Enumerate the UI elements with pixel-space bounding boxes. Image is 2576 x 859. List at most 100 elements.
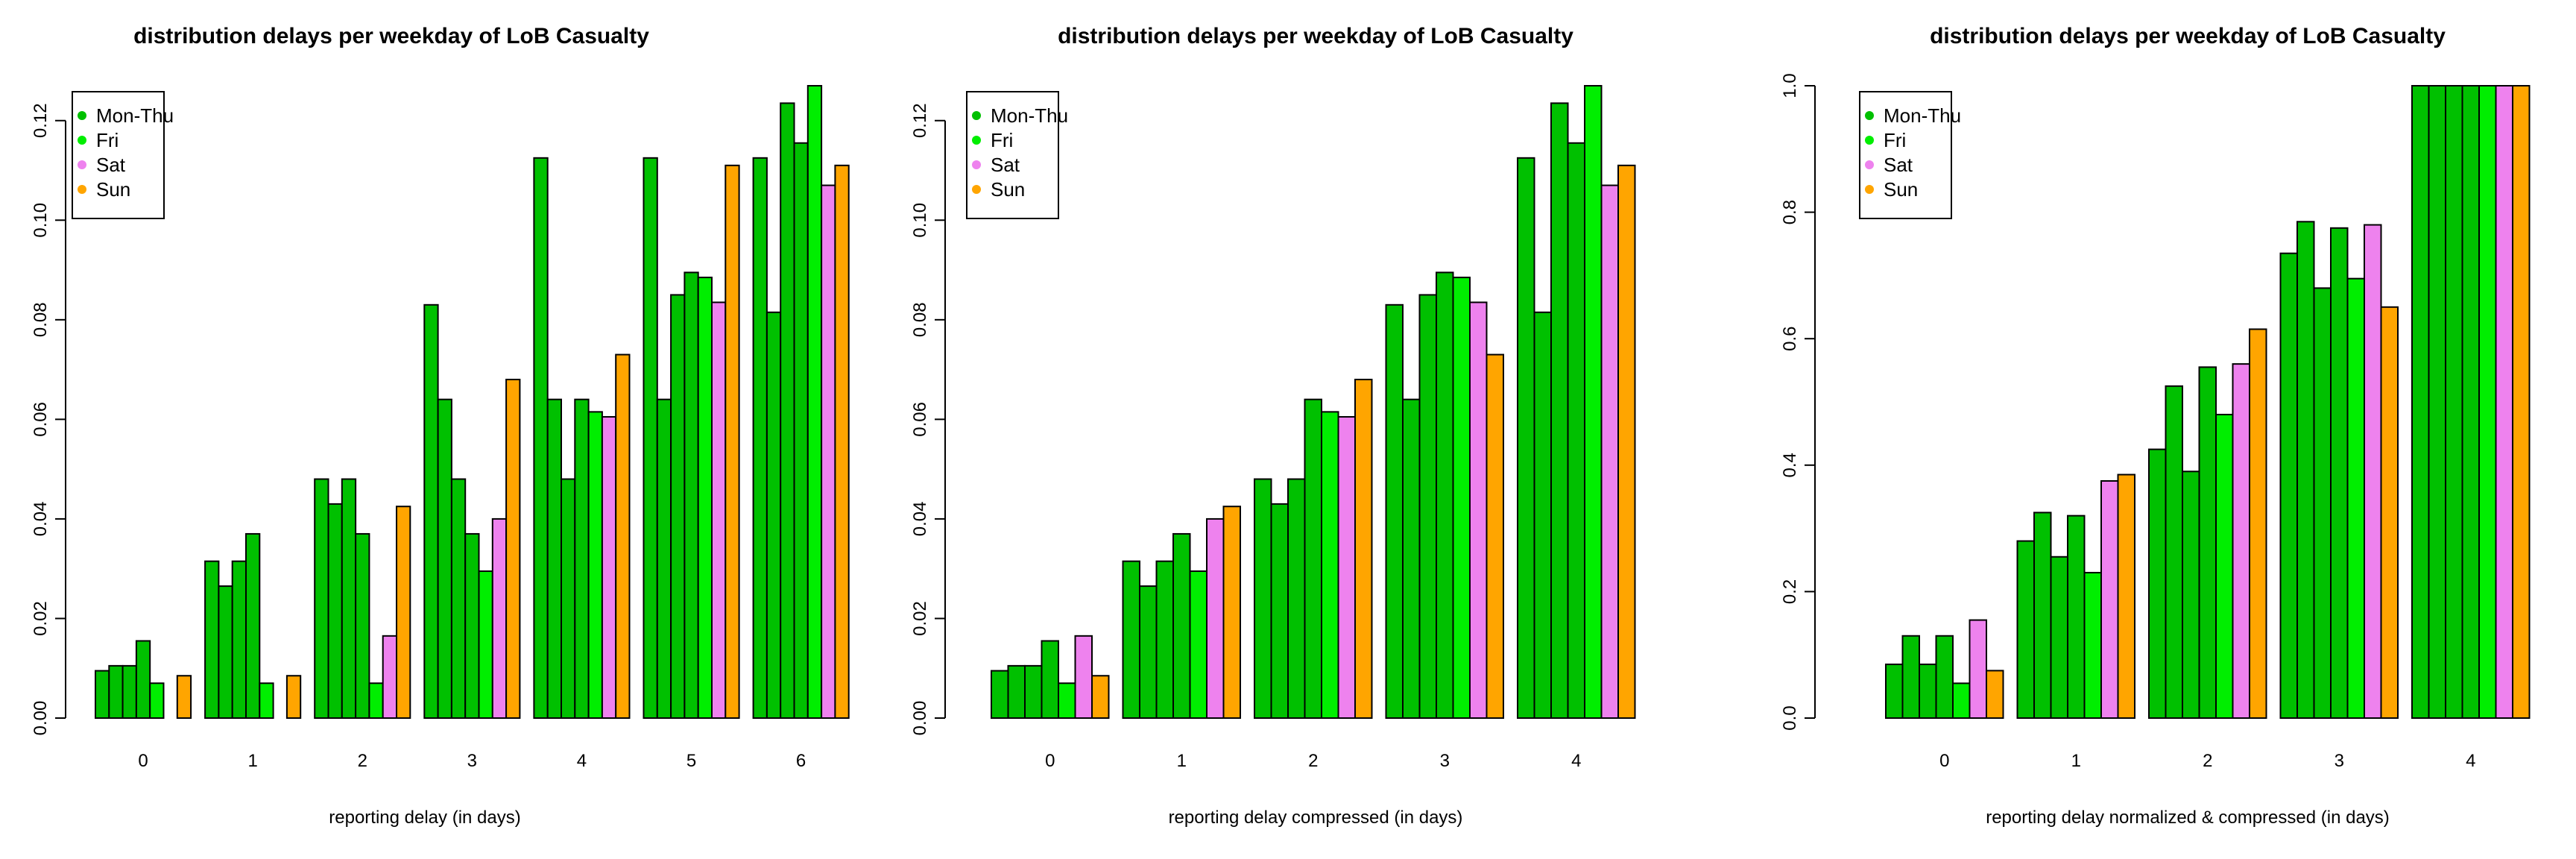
chart-panel-3: distribution delays per weekday of LoB C… xyxy=(1780,24,2531,828)
bar-thu-delay-3 xyxy=(464,532,480,719)
legend-marker-sun xyxy=(972,185,981,194)
bar-fri-delay-1 xyxy=(1189,570,1208,720)
chart-title: distribution delays per weekday of LoB C… xyxy=(133,24,649,48)
bar-tue-delay-2 xyxy=(1270,503,1289,719)
bar-tue-delay-3 xyxy=(437,398,452,719)
bar-sat-delay-0 xyxy=(1969,619,1987,719)
bar-tue-delay-5 xyxy=(656,398,672,719)
bar-wed-delay-4 xyxy=(1550,102,1569,719)
bar-tue-delay-1 xyxy=(1139,585,1158,719)
bar-sun-delay-3 xyxy=(505,378,521,719)
bar-sun-delay-6 xyxy=(834,164,850,719)
y-axis: 0.00 0.02 0.04 0.06 0.08 0.10 0.12 xyxy=(910,103,946,736)
legend-marker-sat xyxy=(78,160,86,169)
bar-thu-delay-2 xyxy=(355,532,370,719)
bar-wed-delay-0 xyxy=(1919,663,1937,719)
y-tick-label: 0.08 xyxy=(31,302,51,337)
bar-wed-delay-4 xyxy=(561,478,576,719)
x-tick-label: 2 xyxy=(1308,751,1318,771)
bar-fri-delay-2 xyxy=(2215,413,2234,720)
bar-sun-delay-2 xyxy=(396,506,411,719)
legend-label: Sun xyxy=(1884,178,1918,201)
bar-thu-delay-4 xyxy=(1567,142,1585,720)
bar-tue-delay-2 xyxy=(327,503,343,719)
legend-marker-sat xyxy=(1865,160,1874,169)
bar-mon-delay-2 xyxy=(314,478,329,719)
y-axis: 0.0 0.2 0.4 0.6 0.8 1.0 xyxy=(1780,73,1816,731)
bar-sun-delay-0 xyxy=(1986,670,2004,720)
chart-title: distribution delays per weekday of LoB C… xyxy=(1058,24,1573,48)
bar-mon-delay-3 xyxy=(423,303,439,719)
bar-mon-delay-2 xyxy=(2148,448,2167,719)
bar-sun-delay-1 xyxy=(1222,506,1241,719)
x-tick-label: 3 xyxy=(467,751,477,771)
x-tick-label: 4 xyxy=(2466,751,2475,771)
bar-tue-delay-1 xyxy=(218,585,233,719)
chart-panel-2: distribution delays per weekday of LoB C… xyxy=(910,24,1636,828)
legend-box xyxy=(72,91,165,219)
bars xyxy=(1885,85,2531,720)
x-tick-label: 0 xyxy=(1045,751,1055,771)
y-tick-label: 0.0 xyxy=(1780,705,1800,730)
bar-fri-delay-4 xyxy=(1584,85,1603,719)
bar-sat-delay-4 xyxy=(1600,184,1619,720)
y-tick-label: 0.06 xyxy=(31,402,51,437)
bar-mon-delay-0 xyxy=(95,670,110,720)
bar-thu-delay-1 xyxy=(245,532,261,719)
x-tick-label: 4 xyxy=(1571,751,1581,771)
bar-mon-delay-1 xyxy=(2016,540,2035,719)
x-axis-label: reporting delay compressed (in days) xyxy=(1169,808,1463,828)
bar-sat-delay-1 xyxy=(1206,517,1225,719)
y-tick-label: 0.10 xyxy=(31,203,51,238)
bar-wed-delay-4 xyxy=(2445,85,2463,719)
bar-wed-delay-6 xyxy=(780,102,795,719)
y-tick-label: 0.2 xyxy=(1780,579,1800,604)
bar-tue-delay-4 xyxy=(546,398,563,719)
bar-mon-delay-4 xyxy=(533,157,549,719)
legend-marker-sun xyxy=(1865,185,1874,194)
x-tick-label: 0 xyxy=(138,751,148,771)
bar-mon-delay-6 xyxy=(752,157,768,719)
y-tick-label: 0.12 xyxy=(910,103,930,138)
bar-fri-delay-4 xyxy=(587,411,603,719)
bar-thu-delay-2 xyxy=(2198,366,2217,719)
bar-mon-delay-0 xyxy=(991,670,1009,720)
bars xyxy=(991,85,1636,720)
bar-wed-delay-0 xyxy=(1024,664,1043,720)
legend-label: Fri xyxy=(1884,129,1906,151)
bar-sat-delay-1 xyxy=(2100,480,2119,719)
legend-marker-sun xyxy=(78,185,86,194)
bar-mon-delay-5 xyxy=(643,157,658,719)
y-tick-label: 0.12 xyxy=(31,103,51,138)
bar-fri-delay-4 xyxy=(2478,85,2497,719)
bar-mon-delay-4 xyxy=(1517,157,1535,719)
x-tick-label: 1 xyxy=(2071,751,2081,771)
bar-thu-delay-1 xyxy=(1172,532,1191,719)
bar-tue-delay-0 xyxy=(1901,635,1920,720)
bar-thu-delay-3 xyxy=(1436,271,1454,719)
x-tick-label: 1 xyxy=(1177,751,1187,771)
bar-mon-delay-2 xyxy=(1254,478,1272,719)
bar-fri-delay-1 xyxy=(2083,571,2102,720)
x-tick-label: 5 xyxy=(686,751,696,771)
legend-marker-fri xyxy=(78,136,86,145)
bar-sat-delay-2 xyxy=(1337,416,1356,720)
bar-mon-delay-1 xyxy=(1122,560,1140,719)
x-axis-label: reporting delay normalized & compressed … xyxy=(1986,808,2390,828)
bar-sun-delay-1 xyxy=(285,675,302,719)
x-axis: 0 1 2 3 4 xyxy=(1045,751,1581,771)
bar-fri-delay-0 xyxy=(149,682,165,720)
x-tick-label: 6 xyxy=(796,751,806,771)
y-tick-label: 0.00 xyxy=(910,701,930,736)
bar-sun-delay-0 xyxy=(1091,675,1110,719)
bar-wed-delay-3 xyxy=(2313,287,2332,719)
bar-sun-delay-4 xyxy=(1617,164,1636,719)
bar-fri-delay-6 xyxy=(806,85,823,719)
legend-marker-sat xyxy=(972,160,981,169)
legend-label: Sat xyxy=(991,154,1020,176)
bar-fri-delay-3 xyxy=(1452,277,1471,719)
bar-thu-delay-3 xyxy=(2330,227,2349,719)
bar-fri-delay-3 xyxy=(478,570,493,720)
legend-box xyxy=(966,91,1059,219)
